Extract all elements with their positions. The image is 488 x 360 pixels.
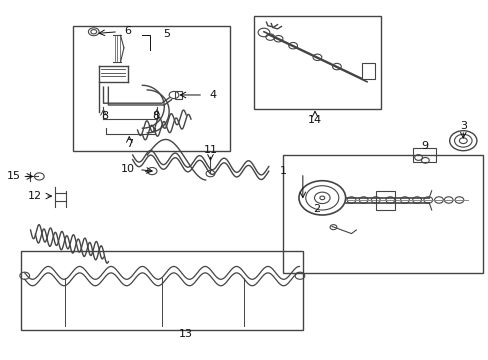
Text: 3: 3 [459,121,466,131]
Text: 11: 11 [203,145,217,155]
Bar [375,190,394,210]
Text: 2: 2 [312,203,319,213]
Text: 4: 4 [209,90,216,100]
Bar [412,148,435,162]
Bar [175,91,182,99]
Text: 14: 14 [307,115,322,125]
Text: 5: 5 [163,28,170,39]
Text: 10: 10 [121,163,135,174]
Text: 7: 7 [125,139,133,149]
Text: 8: 8 [152,111,159,121]
Text: 6: 6 [124,26,131,36]
Text: 8: 8 [101,111,108,121]
Bar [254,16,380,109]
Bar [283,155,482,273]
Text: 13: 13 [179,329,193,339]
Bar [361,63,374,79]
Text: 12: 12 [27,191,41,201]
Text: 9: 9 [420,141,427,151]
Bar [21,251,302,330]
Text: 15: 15 [6,171,20,181]
Text: 1: 1 [279,166,286,176]
Bar [73,26,229,152]
